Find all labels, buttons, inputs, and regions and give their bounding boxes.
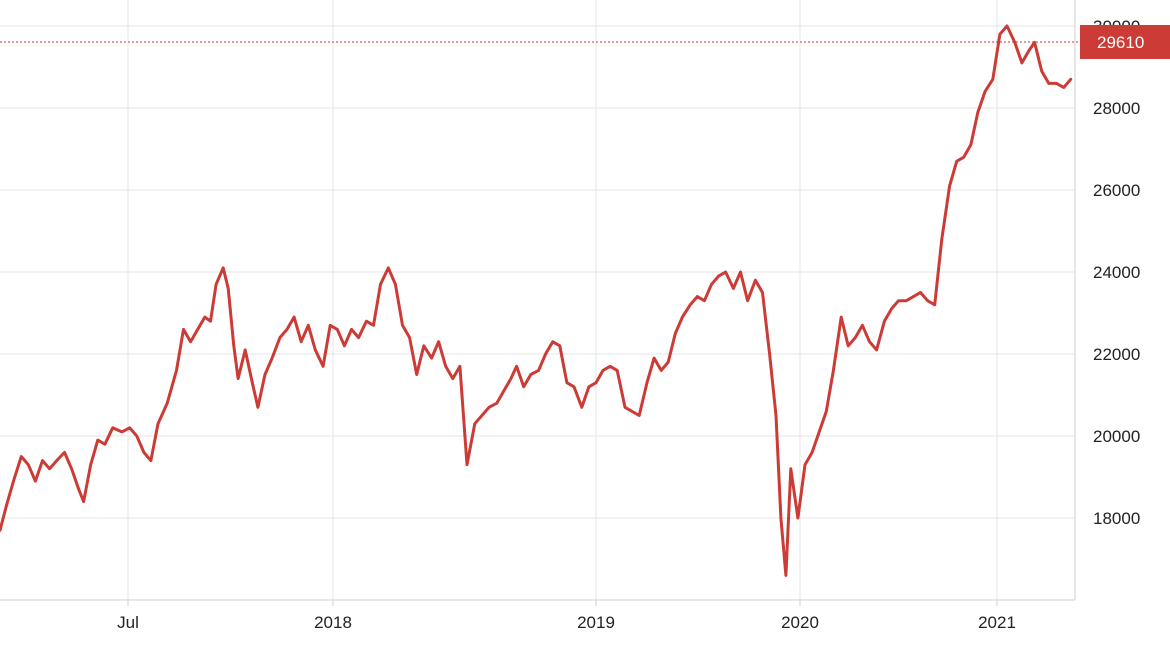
last-value-badge: 29610 bbox=[1080, 24, 1170, 59]
y-tick-label: 18000 bbox=[1093, 509, 1140, 528]
x-tick-label: 2020 bbox=[781, 613, 819, 632]
axis-layer: 18000200002200024000260002800030000Jul20… bbox=[0, 0, 1140, 632]
x-tick-label: 2019 bbox=[577, 613, 615, 632]
last-value-badge-background bbox=[1080, 24, 1170, 59]
price-series-line bbox=[0, 24, 1073, 577]
y-tick-label: 22000 bbox=[1093, 345, 1140, 364]
y-tick-label: 20000 bbox=[1093, 427, 1140, 446]
x-tick-label: 2021 bbox=[978, 613, 1016, 632]
y-tick-label: 28000 bbox=[1093, 99, 1140, 118]
x-tick-label: 2018 bbox=[314, 613, 352, 632]
x-tick-label: Jul bbox=[117, 613, 139, 632]
last-value-badge-label: 29610 bbox=[1097, 33, 1144, 52]
grid-layer bbox=[0, 0, 1075, 600]
y-tick-label: 26000 bbox=[1093, 181, 1140, 200]
y-tick-label: 24000 bbox=[1093, 263, 1140, 282]
